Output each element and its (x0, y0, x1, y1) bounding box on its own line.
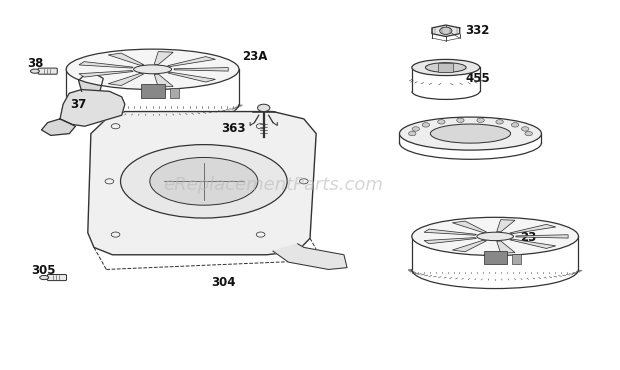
Polygon shape (432, 25, 459, 37)
Circle shape (521, 127, 529, 131)
Text: 304: 304 (211, 276, 236, 289)
Polygon shape (453, 221, 487, 232)
Circle shape (257, 104, 270, 112)
Circle shape (496, 120, 503, 124)
Polygon shape (154, 51, 173, 64)
Polygon shape (42, 119, 76, 135)
Polygon shape (108, 53, 144, 65)
Text: 23: 23 (520, 231, 536, 244)
Ellipse shape (150, 158, 258, 205)
Bar (438, 63, 453, 71)
Text: 23A: 23A (242, 50, 267, 63)
Polygon shape (88, 112, 316, 255)
Circle shape (440, 27, 452, 34)
Text: eReplacementParts.com: eReplacementParts.com (163, 176, 383, 194)
Circle shape (438, 120, 445, 124)
Circle shape (525, 131, 533, 136)
Polygon shape (174, 68, 228, 71)
Polygon shape (60, 90, 125, 126)
Circle shape (477, 118, 484, 122)
Ellipse shape (120, 145, 287, 218)
Polygon shape (453, 240, 487, 252)
Polygon shape (424, 229, 476, 235)
Ellipse shape (430, 124, 511, 143)
Polygon shape (424, 238, 476, 244)
Ellipse shape (425, 63, 466, 73)
Polygon shape (516, 235, 568, 238)
FancyBboxPatch shape (38, 68, 57, 74)
Text: 305: 305 (31, 264, 56, 277)
Circle shape (422, 123, 430, 127)
Text: 332: 332 (466, 24, 490, 37)
Text: 324: 324 (483, 128, 507, 141)
Polygon shape (510, 239, 556, 248)
Polygon shape (497, 241, 515, 253)
Ellipse shape (412, 217, 578, 256)
Polygon shape (497, 220, 515, 232)
Bar (484, 250, 507, 264)
Ellipse shape (399, 117, 541, 150)
Text: 37: 37 (71, 98, 87, 111)
Text: 363: 363 (221, 122, 245, 135)
Polygon shape (79, 62, 133, 68)
Ellipse shape (40, 275, 48, 280)
Bar (170, 88, 179, 98)
Polygon shape (79, 71, 133, 77)
FancyBboxPatch shape (47, 275, 66, 280)
Text: 38: 38 (27, 57, 43, 70)
Polygon shape (108, 73, 144, 85)
Bar (141, 84, 165, 98)
Polygon shape (79, 75, 104, 91)
Ellipse shape (66, 49, 239, 90)
Ellipse shape (30, 69, 39, 73)
Text: 455: 455 (466, 72, 490, 85)
Bar (512, 254, 521, 264)
Circle shape (512, 123, 519, 127)
Polygon shape (273, 244, 347, 269)
Circle shape (457, 118, 464, 122)
Polygon shape (154, 74, 173, 87)
Circle shape (409, 131, 416, 136)
Ellipse shape (133, 65, 172, 74)
Ellipse shape (477, 232, 513, 241)
Ellipse shape (412, 60, 480, 75)
Polygon shape (167, 72, 215, 82)
Polygon shape (510, 224, 556, 234)
Polygon shape (167, 57, 215, 67)
Circle shape (412, 127, 420, 131)
